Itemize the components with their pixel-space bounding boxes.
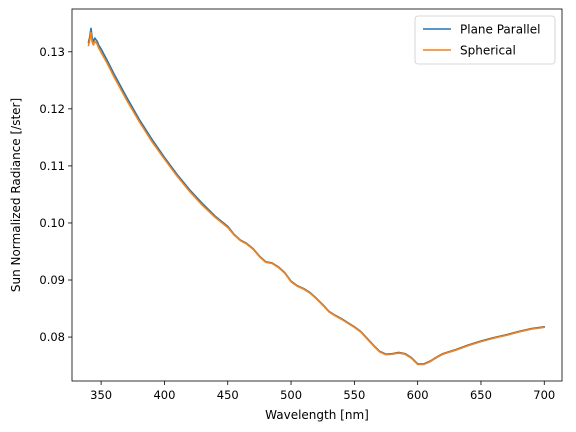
x-tick-label: 550 bbox=[343, 388, 365, 402]
series-line-spherical bbox=[87, 31, 546, 366]
x-axis: 350 400 450 500 550 600 650 700 bbox=[90, 381, 555, 402]
x-tick-label: 350 bbox=[90, 388, 112, 402]
y-tick-label: 0.12 bbox=[39, 102, 65, 116]
legend: Plane Parallel Spherical bbox=[414, 15, 556, 65]
y-tick-label: 0.13 bbox=[39, 45, 65, 59]
x-tick-label: 650 bbox=[470, 388, 492, 402]
y-tick-label: 0.09 bbox=[39, 273, 65, 287]
y-tick-label: 0.11 bbox=[39, 159, 65, 173]
y-tick-label: 0.08 bbox=[39, 330, 65, 344]
x-tick-label: 500 bbox=[280, 388, 302, 402]
x-tick-label: 700 bbox=[533, 388, 555, 402]
x-tick-label: 450 bbox=[217, 388, 239, 402]
plot-area bbox=[72, 9, 562, 381]
legend-label-plane-parallel: Plane Parallel bbox=[460, 23, 540, 37]
legend-box bbox=[414, 15, 556, 65]
y-axis: 0.08 0.09 0.10 0.11 0.12 0.13 bbox=[39, 45, 72, 344]
y-axis-label: Sun Normalized Radiance [/ster] bbox=[9, 98, 23, 292]
x-axis-label: Wavelength [nm] bbox=[265, 408, 369, 422]
series-layer bbox=[87, 27, 546, 366]
y-tick-label: 0.10 bbox=[39, 216, 65, 230]
legend-label-spherical: Spherical bbox=[460, 44, 516, 58]
x-tick-label: 600 bbox=[407, 388, 429, 402]
x-tick-label: 400 bbox=[153, 388, 175, 402]
plot-frame bbox=[71, 8, 563, 382]
